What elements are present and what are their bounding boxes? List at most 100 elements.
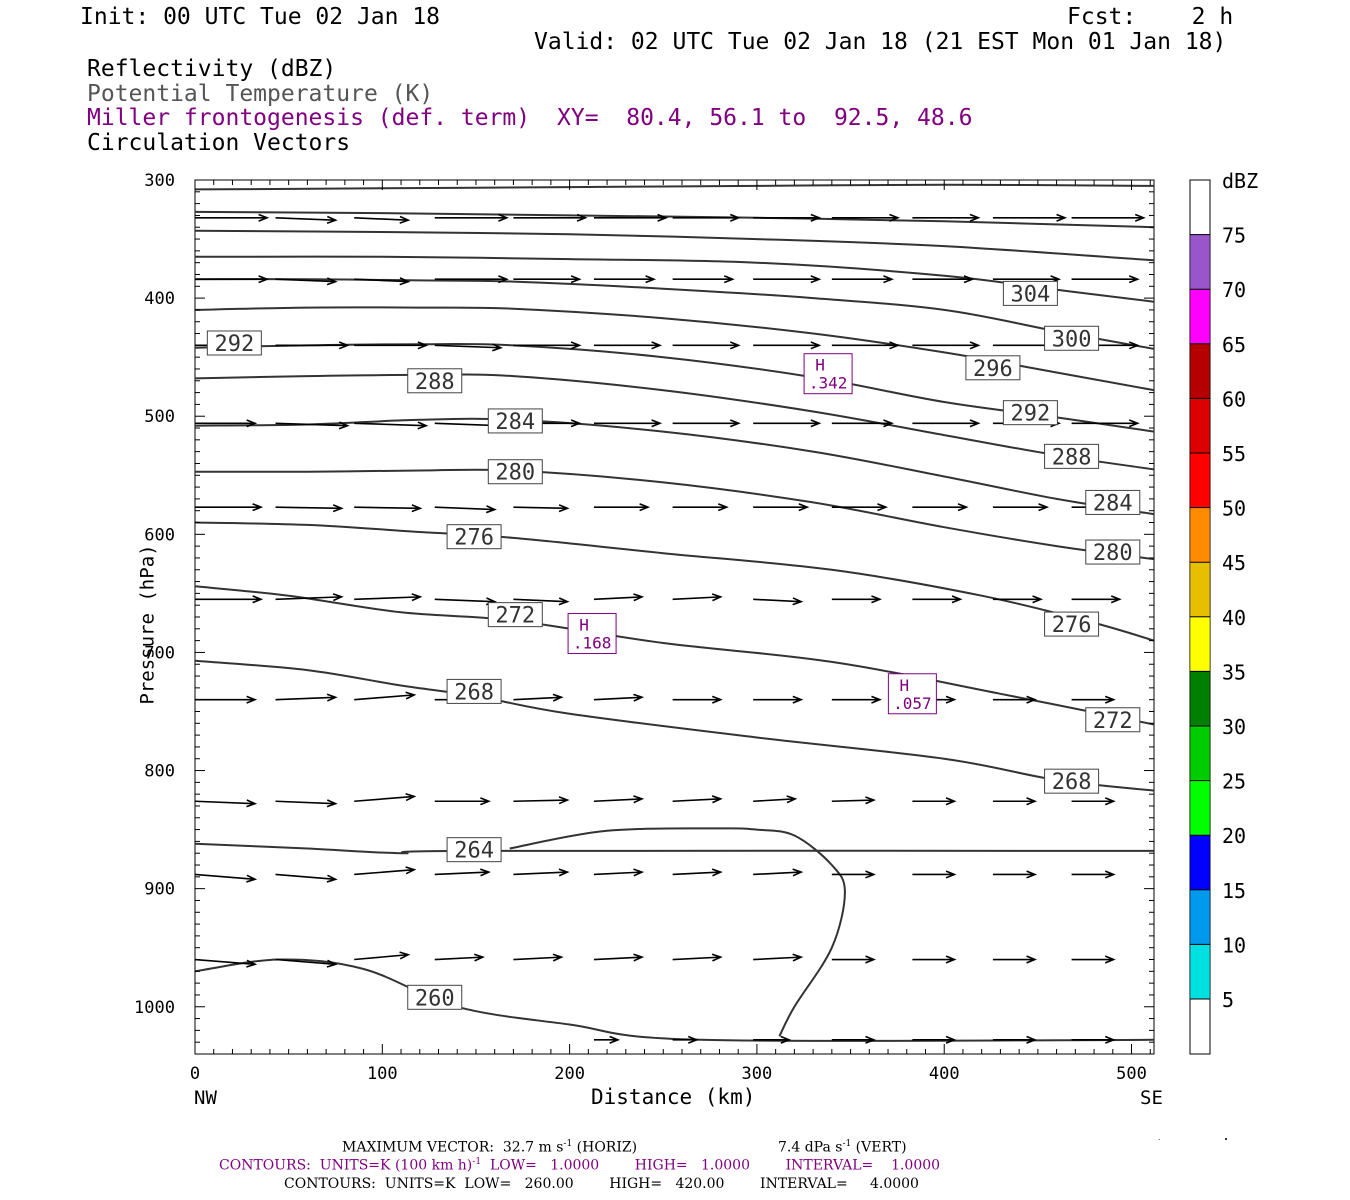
max-vector-vertical: 7.4 dPa s-1 (VERT): [778, 1139, 907, 1156]
vector-arrow-r8-c3: [434, 868, 491, 877]
vector-arrow-r1-c3: [434, 275, 509, 284]
vector-arrow-r6-c5: [593, 693, 645, 702]
x-tick-label: 100: [367, 1064, 398, 1084]
theta-contour-284: [195, 417, 1154, 516]
contour-label-box-2: [965, 355, 1021, 381]
contour-label-box-7: [487, 408, 543, 434]
vector-arrow-r6-c1: [275, 693, 338, 702]
vector-arrow-r2-c4: [513, 341, 582, 350]
high-value: .057: [893, 694, 932, 713]
contour-label-box-12: [1044, 611, 1100, 637]
vector-arrow-r6-c10: [992, 695, 1038, 704]
vector-arrow-r0-c4: [513, 213, 588, 222]
colorbar-label-75: 75: [1222, 224, 1246, 248]
contour-label-268: 268: [454, 680, 494, 705]
legend-circulation-vectors: Circulation Vectors: [87, 130, 351, 156]
contour-label-264: 264: [454, 839, 494, 864]
vector-arrow-r4-c3: [434, 505, 497, 514]
frontogenesis-contours: [509, 827, 846, 1037]
vector-arrow-r0-c2: [354, 215, 411, 224]
colorbar-swatch-60: [1189, 343, 1211, 399]
vector-arrow-r7-c7: [753, 795, 798, 804]
theta-contour-260: [195, 958, 1154, 1042]
vector-arrow-r5-c6: [672, 593, 723, 602]
theta-contour-312: [195, 210, 1154, 229]
vector-arrow-r5-c8: [831, 595, 882, 604]
vector-arrow-r4-c8: [831, 503, 888, 512]
colorbar-swatch-35: [1189, 616, 1211, 672]
high-letter: H: [579, 616, 589, 635]
vector-arrow-r1-c8: [831, 275, 894, 284]
vector-arrow-r8-c8: [831, 870, 876, 879]
colorbar-label-10: 10: [1222, 933, 1246, 957]
vector-arrow-r5-c5: [593, 593, 645, 602]
y-tick-label: 600: [144, 525, 175, 545]
legend-frontogenesis: Miller frontogenesis (def. term): [87, 105, 531, 131]
contour-label-box-6: [1044, 443, 1100, 469]
vector-arrow-r8-c11: [1071, 870, 1116, 879]
vector-arrow-r1-c7: [753, 275, 822, 284]
colorbar-swatch-25: [1189, 725, 1211, 781]
theta-contour-316: [195, 183, 1154, 191]
contour-label-288: 288: [415, 370, 455, 395]
theta-contour-276: [195, 521, 1154, 642]
vector-arrow-r9-c9: [912, 955, 957, 964]
contour-label-box-4: [206, 330, 262, 356]
high-value: .342: [809, 374, 848, 393]
vector-arrow-r6-c2: [354, 691, 417, 701]
se-end-label: SE: [1140, 1087, 1163, 1109]
contour-label-304: 304: [1011, 282, 1051, 307]
contour-label-284: 284: [495, 410, 535, 435]
vector-arrow-r5-c3: [434, 597, 497, 606]
vector-arrow-r3-c5: [593, 419, 663, 428]
legend-potential-temperature: Potential Temperature (K): [87, 81, 434, 107]
high-box-2: [887, 673, 937, 715]
vector-arrow-r1-c6: [672, 275, 735, 284]
vector-arrow-r7-c3: [434, 797, 491, 806]
colorbar-label-5: 5: [1222, 988, 1234, 1012]
y-tick-label: 400: [144, 289, 175, 309]
theta-contour-280: [195, 468, 1154, 561]
colorbar: 5 10 15 20 25 30 35 40 45 50 55 60 65 70 75 dBZ: [1189, 169, 1258, 1055]
vector-arrow-r3-c2: [354, 421, 429, 430]
vector-arrow-r1-c4: [513, 275, 582, 284]
vector-arrow-r5-c1: [275, 593, 344, 602]
frontogenesis-contour: [509, 827, 846, 1037]
x-tick-label: 400: [929, 1064, 960, 1084]
vector-arrow-r6-c0: [195, 695, 258, 704]
contour-label-272: 272: [1093, 709, 1133, 734]
contour-label-box-10: [1085, 539, 1141, 565]
y-tick-label: 700: [144, 643, 175, 663]
theta-contour-308: [195, 229, 1154, 262]
vector-arrow-r1-c5: [593, 275, 657, 284]
vector-arrow-r10-c6: [672, 1035, 699, 1044]
colorbar-swatch-5: [1189, 944, 1211, 1000]
contour-label-box-15: [446, 678, 502, 704]
vector-arrow-r0-c8: [831, 213, 900, 222]
vector-arrow-r2-c3: [434, 343, 503, 352]
colorbar-title: dBZ: [1222, 169, 1258, 193]
vector-arrow-r2-c5: [593, 341, 663, 350]
vector-arrow-r4-c4: [513, 504, 570, 513]
contour-label-box-0: [1002, 280, 1058, 306]
forecast-hour: Fcst: 2 h: [1067, 4, 1234, 30]
vector-arrow-r9-c0: [195, 958, 258, 968]
vector-arrow-r0-c11: [1071, 213, 1146, 222]
vector-arrow-r2-c6: [672, 341, 741, 350]
vector-arrow-r0-c1: [275, 215, 338, 224]
vector-arrow-r10-c11: [1071, 1035, 1116, 1044]
contour-label-276: 276: [1052, 613, 1092, 638]
vector-arrow-r7-c5: [593, 795, 645, 804]
contour-label-box-13: [487, 602, 543, 628]
high-value: .168: [573, 634, 612, 653]
vector-arrow-r9-c2: [354, 951, 411, 961]
vector-arrow-r2-c9: [912, 341, 981, 350]
vector-arrow-r3-c8: [831, 419, 894, 428]
colorbar-label-15: 15: [1222, 879, 1246, 903]
vector-arrow-r4-c1: [275, 504, 344, 513]
vector-arrow-r8-c10: [992, 870, 1038, 879]
vector-arrow-r10-c7: [753, 1035, 792, 1044]
vector-arrow-r0-c0: [195, 213, 270, 222]
colorbar-label-55: 55: [1222, 442, 1246, 466]
